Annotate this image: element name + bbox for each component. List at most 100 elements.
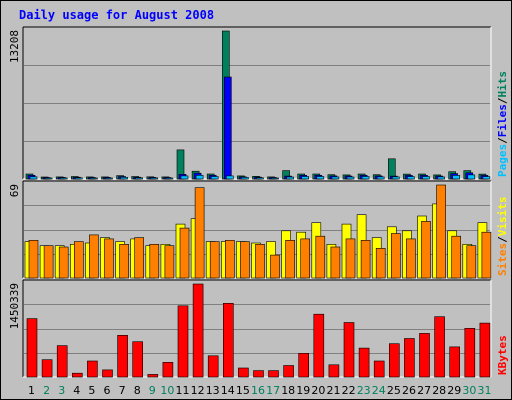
bar-pages-day-25 [391, 176, 400, 180]
bar-sites-day-9 [149, 244, 160, 279]
x-tick-label-day-30: 30 [462, 384, 476, 397]
bar-pages-day-27 [422, 176, 430, 180]
x-tick-label-day-31: 31 [478, 384, 492, 397]
bar-pages-day-19 [301, 176, 310, 180]
bar-pages-day-24 [376, 176, 385, 180]
bar-kbytes-day-19 [298, 352, 310, 378]
bar-kbytes-day-11 [177, 305, 189, 378]
x-tick-label-day-10: 10 [160, 384, 174, 397]
bar-sites-day-22 [345, 238, 356, 279]
x-tick-label-day-22: 22 [342, 384, 356, 397]
bar-sites-day-20 [315, 235, 326, 279]
x-tick-label-day-19: 19 [296, 384, 310, 397]
bar-sites-day-30 [466, 245, 477, 279]
x-tick-label-day-5: 5 [88, 384, 95, 397]
x-tick-label-day-29: 29 [447, 384, 461, 397]
bar-pages-day-14 [226, 175, 234, 180]
bar-pages-day-18 [286, 176, 294, 180]
bar-kbytes-day-1 [26, 318, 38, 378]
bar-pages-day-13 [210, 176, 219, 180]
x-tick-label-day-6: 6 [104, 384, 111, 397]
legend-visits-sites: Sites/Visits [496, 197, 509, 277]
bar-pages-day-23 [361, 176, 370, 180]
x-tick-label-day-2: 2 [43, 384, 50, 397]
bar-kbytes-day-6 [102, 369, 113, 378]
bar-pages-day-3 [59, 177, 68, 180]
x-tick-label-day-23: 23 [357, 384, 371, 397]
bar-sites-day-2 [43, 245, 54, 279]
bar-kbytes-day-14 [223, 302, 234, 378]
bar-pages-day-9 [150, 177, 159, 180]
bar-kbytes-day-28 [434, 316, 445, 378]
x-tick-label-day-11: 11 [176, 384, 190, 397]
bar-kbytes-day-21 [328, 364, 340, 378]
legend-label-pages: Pages [496, 144, 509, 177]
bar-kbytes-day-15 [238, 367, 249, 378]
y-axis-max-label: 1450339 [8, 283, 21, 329]
bar-sites-day-7 [119, 244, 129, 279]
bar-pages-day-31 [482, 176, 491, 180]
bar-kbytes-day-30 [464, 327, 476, 378]
x-tick-label-day-18: 18 [281, 384, 295, 397]
bar-pages-day-10 [165, 177, 174, 180]
bar-kbytes-day-4 [72, 372, 83, 378]
legend-hits-files-pages: Pages/Files/Hits [496, 71, 509, 177]
bar-kbytes-day-31 [479, 322, 491, 378]
bar-sites-day-3 [58, 246, 69, 279]
bar-sites-day-24 [375, 248, 386, 279]
x-tick-label-day-14: 14 [221, 384, 235, 397]
bar-kbytes-day-2 [41, 359, 53, 378]
bar-sites-day-18 [285, 240, 295, 279]
bar-kbytes-day-12 [192, 283, 204, 378]
bar-pages-day-12 [195, 175, 204, 180]
bar-sites-day-15 [240, 241, 250, 279]
bar-pages-day-29 [452, 175, 461, 180]
x-tick-label-day-24: 24 [372, 384, 386, 397]
x-tick-label-day-17: 17 [266, 384, 280, 397]
x-tick-label-day-15: 15 [236, 384, 250, 397]
x-tick-label-day-3: 3 [58, 384, 65, 397]
bar-pages-day-8 [135, 177, 143, 180]
bar-pages-day-26 [407, 176, 415, 180]
bar-sites-day-14 [225, 240, 235, 279]
x-tick-label-day-16: 16 [251, 384, 265, 397]
bar-pages-day-17 [271, 177, 279, 180]
bar-kbytes-day-8 [132, 341, 143, 378]
legend-kbytes: KBytes [496, 335, 509, 375]
x-tick-label-day-20: 20 [311, 384, 325, 397]
legend-label-hits: Hits [496, 71, 509, 98]
bar-sites-day-19 [300, 238, 311, 279]
bar-sites-day-13 [209, 241, 220, 279]
bar-kbytes-day-26 [404, 338, 415, 378]
bar-sites-day-6 [104, 238, 114, 279]
x-tick-label-day-13: 13 [206, 384, 220, 397]
bar-kbytes-day-5 [87, 360, 98, 378]
bar-kbytes-day-7 [117, 334, 128, 378]
bar-sites-day-16 [255, 244, 265, 279]
bar-sites-day-25 [390, 233, 401, 279]
x-tick-label-day-26: 26 [402, 384, 416, 397]
bar-kbytes-day-13 [207, 355, 219, 378]
bar-kbytes-day-16 [253, 370, 264, 378]
bar-sites-day-29 [451, 235, 462, 279]
bar-kbytes-day-10 [162, 361, 174, 378]
bar-sites-day-17 [270, 254, 280, 279]
bar-kbytes-day-25 [388, 343, 400, 378]
x-tick-label-day-7: 7 [119, 384, 126, 397]
bar-kbytes-day-17 [268, 370, 279, 378]
bar-pages-day-11 [180, 175, 189, 180]
chart-title: Daily usage for August 2008 [19, 8, 214, 22]
legend-label-kbytes: KBytes [496, 335, 509, 375]
bar-kbytes-day-22 [343, 322, 355, 378]
bar-sites-day-1 [28, 240, 39, 279]
bar-kbytes-day-24 [373, 360, 385, 378]
bar-kbytes-day-23 [358, 347, 370, 378]
bar-kbytes-day-3 [56, 345, 68, 378]
bar-sites-day-28 [436, 184, 446, 279]
x-tick-label-day-21: 21 [327, 384, 341, 397]
panel-visits-sites: 69 Sites/Visits [8, 180, 509, 279]
bar-sites-day-11 [179, 227, 190, 279]
bar-pages-day-7 [120, 177, 128, 180]
